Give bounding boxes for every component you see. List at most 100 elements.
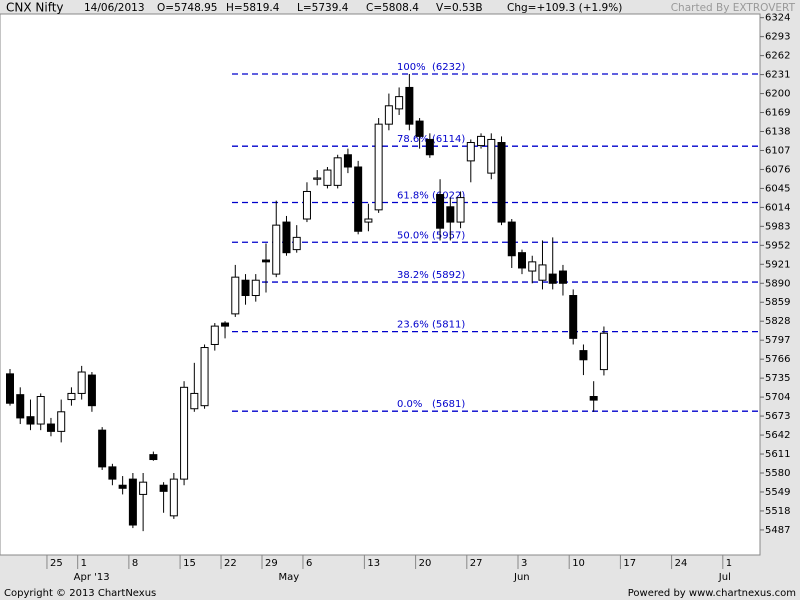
y-tick-label: 5921 <box>765 259 790 270</box>
fib-value-label: (5681) <box>432 399 465 410</box>
y-tick-label: 5983 <box>765 221 790 232</box>
x-tick-label: 13 <box>367 558 380 569</box>
month-label: Jul <box>718 572 731 583</box>
x-tick-label: 29 <box>265 558 278 569</box>
candle-body <box>98 429 107 468</box>
candle-body <box>507 221 516 257</box>
y-tick-label: 5859 <box>765 297 790 308</box>
y-tick-label: 6262 <box>765 51 790 62</box>
fib-value-label: (6232) <box>432 62 465 73</box>
candle-body <box>466 142 475 162</box>
header-info: L=5739.4 <box>297 2 349 14</box>
candle-body <box>354 166 363 232</box>
x-tick-label: 1 <box>81 558 87 569</box>
candle-body <box>67 392 76 401</box>
candle-body <box>57 411 66 432</box>
y-tick-label: 5673 <box>765 411 790 422</box>
y-tick-label: 6169 <box>765 108 790 119</box>
candle-body <box>599 332 608 371</box>
candle-body <box>241 279 250 297</box>
fib-label: 23.6% <box>397 320 429 331</box>
candle-body <box>292 236 301 251</box>
y-tick-label: 6138 <box>765 127 790 138</box>
x-tick-label: 10 <box>572 558 585 569</box>
y-tick-label: 6014 <box>765 202 790 213</box>
candle-body <box>190 392 199 410</box>
fib-label: 100% <box>397 62 426 73</box>
candle-body <box>46 423 55 432</box>
candle-body <box>579 350 588 361</box>
y-tick-label: 5549 <box>765 487 790 498</box>
candle-body <box>364 218 373 223</box>
month-label: May <box>278 572 299 583</box>
candle-body <box>538 264 547 281</box>
candle-body <box>149 454 158 461</box>
credit: Charted By EXTROVERT <box>671 2 796 14</box>
candle-body <box>487 138 496 174</box>
candle-body <box>313 177 322 180</box>
chart-title: CNX Nifty <box>6 1 64 15</box>
candle-body <box>272 224 281 275</box>
fib-label: 38.2% <box>397 270 429 281</box>
header-info: Chg=+109.3 (+1.9%) <box>507 2 622 14</box>
candle-body <box>221 322 230 327</box>
x-tick-label: 8 <box>132 558 138 569</box>
y-tick-label: 5890 <box>765 278 790 289</box>
x-tick-label: 22 <box>224 558 237 569</box>
candle-body <box>87 374 96 407</box>
candle-body <box>26 416 35 425</box>
y-tick-label: 5487 <box>765 525 790 536</box>
fib-label: 50.0% <box>397 230 429 241</box>
candle-body <box>302 190 311 220</box>
plot-area <box>0 13 761 556</box>
x-tick-label: 15 <box>183 558 196 569</box>
y-tick-label: 6107 <box>765 145 790 156</box>
candle-body <box>374 123 383 211</box>
candle-body <box>548 273 557 284</box>
candle-body <box>36 395 45 425</box>
fib-value-label: (5892) <box>432 270 465 281</box>
y-tick-label: 6324 <box>765 13 790 24</box>
x-tick-label: 3 <box>521 558 527 569</box>
candle-body <box>518 252 526 269</box>
candle-body <box>139 481 148 495</box>
candle-body <box>497 142 506 223</box>
candle-body <box>6 373 14 404</box>
fib-value-label: (6114) <box>432 134 465 145</box>
candle-body <box>169 478 178 517</box>
fib-label: 0.0% <box>397 399 422 410</box>
candle-body <box>200 347 209 407</box>
candle-body <box>415 120 424 137</box>
candle-body <box>159 484 168 492</box>
x-tick-label: 20 <box>419 558 432 569</box>
y-tick-label: 5580 <box>765 468 790 479</box>
fib-value-label: (6022) <box>432 190 465 201</box>
powered-by: Powered by www.chartnexus.com <box>628 588 796 599</box>
header-info: V=0.53B <box>436 2 483 14</box>
y-tick-label: 6076 <box>765 164 790 175</box>
month-label: Apr '13 <box>74 572 110 583</box>
candle-body <box>436 194 445 229</box>
candle-body <box>251 279 260 297</box>
y-tick-label: 5828 <box>765 316 790 327</box>
header-info: 14/06/2013 <box>84 2 145 14</box>
x-tick-label: 6 <box>306 558 312 569</box>
y-tick-label: 5518 <box>765 506 790 517</box>
x-tick-label: 17 <box>623 558 636 569</box>
candle-body <box>210 325 219 345</box>
y-tick-label: 5766 <box>765 354 790 365</box>
fib-value-label: (5957) <box>432 230 465 241</box>
header-info: O=5748.95 <box>157 2 217 14</box>
candle-body <box>446 206 455 223</box>
candle-body <box>569 295 578 339</box>
candle-body <box>118 484 127 489</box>
fib-value-label: (5811) <box>432 320 465 331</box>
candle-body <box>108 466 117 480</box>
y-tick-label: 5735 <box>765 373 790 384</box>
candle-body <box>282 221 291 254</box>
header-info: H=5819.4 <box>226 2 280 14</box>
candle-body <box>262 259 270 263</box>
x-tick-label: 25 <box>50 558 63 569</box>
candle-body <box>528 261 537 272</box>
